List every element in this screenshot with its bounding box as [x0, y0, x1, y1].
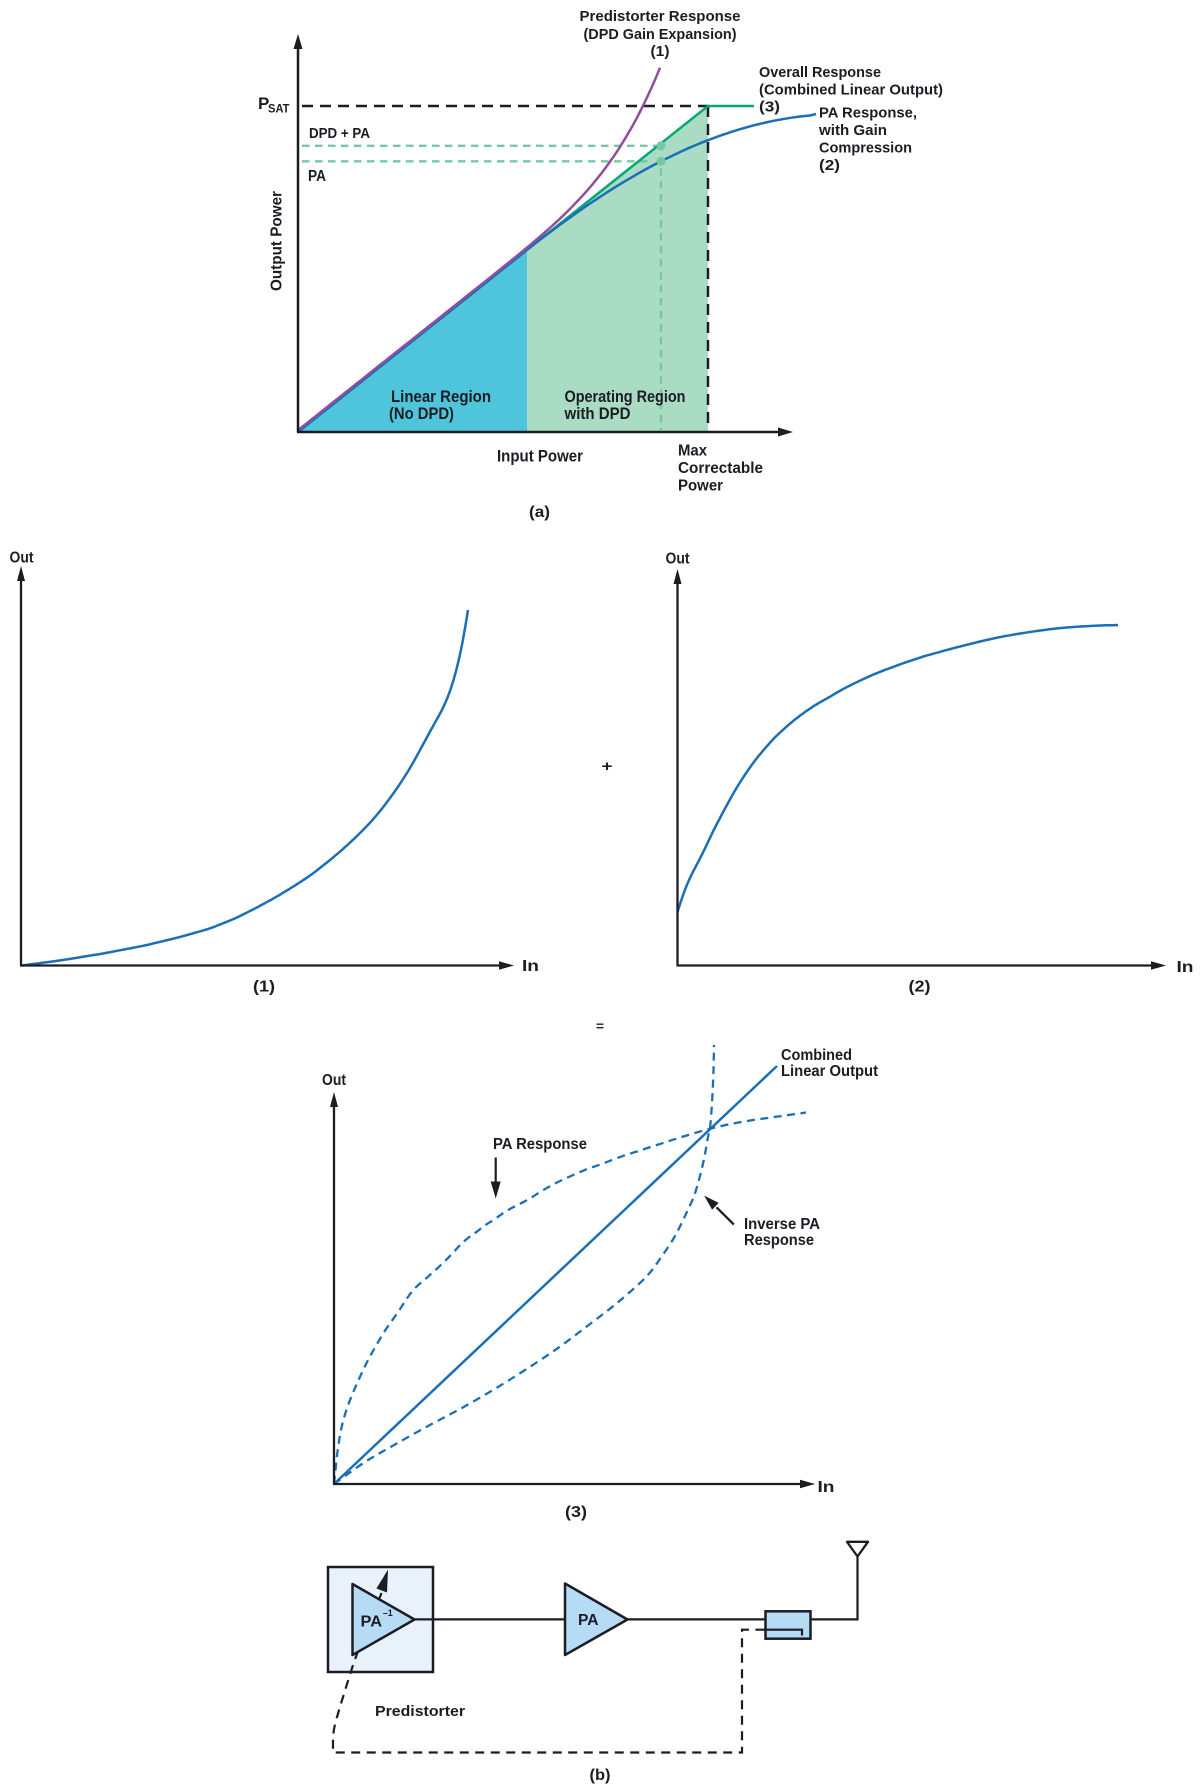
svg-text:Compression: Compression [819, 140, 912, 157]
svg-text:Operating Region: Operating Region [565, 387, 686, 406]
svg-text:with Gain: with Gain [818, 122, 887, 139]
svg-text:–1: –1 [383, 1608, 394, 1619]
svg-text:In: In [818, 1479, 835, 1496]
svg-text:PA: PA [578, 1612, 599, 1629]
svg-text:PA Response,: PA Response, [819, 105, 917, 122]
svg-text:Linear Region: Linear Region [391, 387, 491, 406]
svg-text:PA: PA [308, 168, 326, 185]
svg-text:(b): (b) [590, 1767, 611, 1784]
svg-text:Combined: Combined [781, 1047, 852, 1064]
svg-text:Max: Max [678, 442, 707, 459]
svg-text:(1): (1) [253, 979, 275, 996]
svg-text:(No DPD): (No DPD) [389, 404, 454, 423]
svg-text:In: In [1177, 959, 1194, 976]
svg-text:Out: Out [666, 551, 690, 568]
svg-text:In: In [522, 958, 539, 975]
svg-text:(a): (a) [529, 504, 550, 521]
svg-text:Response: Response [744, 1232, 814, 1249]
svg-text:PA Response: PA Response [493, 1136, 587, 1153]
svg-text:Power: Power [678, 477, 723, 494]
svg-text:Linear Output: Linear Output [781, 1063, 878, 1080]
svg-text:DPD + PA: DPD + PA [309, 125, 370, 142]
svg-text:=: = [596, 1019, 604, 1034]
svg-text:with DPD: with DPD [564, 404, 631, 423]
svg-text:Out: Out [10, 550, 34, 567]
svg-text:Input Power: Input Power [497, 448, 584, 466]
svg-text:(3): (3) [565, 1504, 587, 1521]
svg-text:Inverse PA: Inverse PA [744, 1216, 820, 1233]
svg-text:Out: Out [322, 1072, 346, 1089]
svg-text:Predistorter Response: Predistorter Response [580, 8, 741, 25]
svg-text:(Combined Linear Output): (Combined Linear Output) [759, 82, 943, 99]
svg-text:Overall Response: Overall Response [759, 64, 881, 81]
svg-text:(2): (2) [819, 157, 840, 174]
svg-text:(3): (3) [759, 99, 780, 116]
svg-text:PA: PA [361, 1614, 383, 1631]
svg-text:P: P [258, 94, 269, 113]
svg-text:(1): (1) [651, 43, 670, 60]
svg-text:(2): (2) [909, 979, 931, 996]
svg-text:SAT: SAT [268, 104, 290, 116]
svg-text:(DPD Gain Expansion): (DPD Gain Expansion) [584, 26, 737, 43]
svg-text:+: + [602, 758, 613, 775]
svg-text:Correctable: Correctable [678, 460, 763, 477]
svg-text:Output Power: Output Power [269, 191, 286, 291]
svg-text:Predistorter: Predistorter [375, 1703, 465, 1720]
